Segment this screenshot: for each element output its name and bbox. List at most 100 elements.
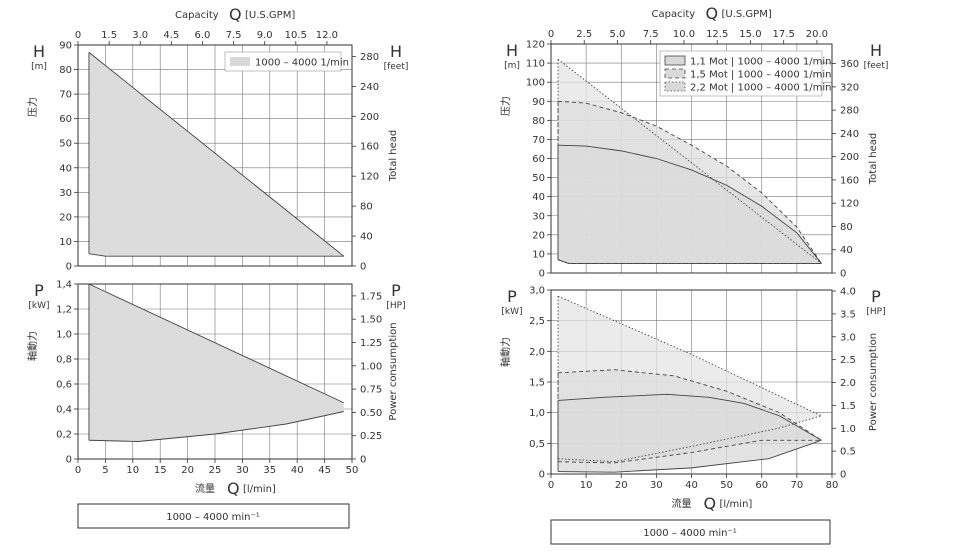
left-tick-label: 2,0 — [529, 347, 545, 358]
left-tick-label: 0 — [539, 269, 545, 280]
bottom-axis-unit: [l/min] — [720, 499, 753, 510]
right-tick-label: 160 — [840, 175, 859, 186]
chart-panel-right-power: 0 0,5 1,0 1,5 2,0 2,5 3,0 0 0.5 1.0 1.5 2.0 2.5 3.0 3.… — [499, 286, 886, 514]
left-speed-box — [77, 503, 350, 529]
left-axis-label: 压力 — [26, 97, 39, 117]
left-tick-label: 90 — [532, 97, 545, 108]
series-upper-line — [88, 52, 345, 257]
right-axis-symbol: H — [390, 42, 402, 61]
left-tick-label: 0,8 — [56, 355, 72, 366]
top-tick-label: 0 — [75, 30, 81, 41]
top-tick-label: 6.0 — [195, 30, 211, 41]
right-tick-label: 280 — [360, 52, 379, 63]
right-tick-label: 200 — [840, 152, 859, 163]
right-tick-label: 240 — [360, 82, 379, 93]
left-tick-label: 0,2 — [56, 430, 72, 441]
series-area — [558, 394, 822, 473]
top-axis-label: Capacity — [175, 10, 219, 21]
top-tick-label: 17.5 — [773, 29, 795, 40]
legend-box — [224, 51, 342, 72]
left-tick-label: 70 — [532, 135, 545, 146]
left-axis-label: 軸動力 — [499, 337, 512, 367]
right-axis-label: Total head — [388, 130, 399, 183]
legend-swatch — [230, 57, 250, 66]
left-tick-label: 30 — [59, 188, 72, 199]
left-axis-unit: [m] — [31, 62, 47, 72]
left-tick-label: 40 — [532, 192, 545, 203]
right-tick-label: 1.25 — [360, 338, 382, 349]
bottom-tick-label: 0 — [548, 480, 554, 491]
top-tick-label: 4.5 — [163, 30, 179, 41]
right-tick-label: 2.5 — [840, 355, 856, 366]
bottom-tick-label: 80 — [826, 480, 839, 491]
left-tick-label: 1,4 — [56, 280, 72, 291]
left-axis-label: 軸動力 — [26, 331, 39, 361]
bottom-tick-label: 20 — [181, 465, 194, 476]
left-tick-label: 120 — [526, 40, 545, 51]
bottom-tick-label: 50 — [346, 465, 359, 476]
right-tick-label: 120 — [840, 199, 859, 210]
right-tick-label: 0.75 — [360, 385, 382, 396]
right-tick-label: 0.25 — [360, 431, 382, 442]
right-tick-label: 40 — [840, 245, 853, 256]
bottom-tick-label: 45 — [318, 465, 331, 476]
series-upper-line — [558, 369, 822, 441]
top-axis-symbol: Q — [229, 5, 242, 24]
plot-frame — [77, 44, 353, 267]
right-tick-label: 0.5 — [840, 447, 856, 458]
top-tick-label: 9.0 — [257, 30, 273, 41]
right-tick-label: 2.0 — [840, 378, 856, 389]
right-axis-unit: [feet] — [864, 61, 889, 71]
bottom-axis-label: 流量 — [195, 482, 215, 495]
left-tick-label: 90 — [59, 41, 72, 52]
left-tick-label: 10 — [532, 249, 545, 260]
left-tick-label: 20 — [59, 212, 72, 223]
top-tick-label: 12.0 — [316, 30, 338, 41]
right-tick-label: 0.50 — [360, 408, 382, 419]
legend-swatch — [664, 81, 686, 92]
top-tick-label: 7.5 — [643, 29, 659, 40]
top-tick-label: 5.0 — [610, 29, 626, 40]
left-tick-label: 50 — [532, 173, 545, 184]
bottom-tick-label: 40 — [685, 480, 698, 491]
legend-swatch — [664, 68, 686, 79]
left-speed-label: 1000 – 4000 min⁻¹ — [166, 512, 260, 523]
right-tick-label: 1.00 — [360, 361, 382, 372]
right-speed-label: 1000 – 4000 min⁻¹ — [643, 528, 737, 539]
right-axis-symbol: P — [871, 287, 881, 306]
left-tick-label: 30 — [532, 211, 545, 222]
right-tick-label: 1.5 — [840, 401, 856, 412]
right-tick-label: 0 — [360, 455, 366, 466]
series-lower-line — [88, 411, 344, 442]
right-tick-label: 1.75 — [360, 291, 382, 302]
left-tick-label: 100 — [526, 78, 545, 89]
bottom-tick-label: 0 — [75, 465, 81, 476]
left-tick-label: 60 — [59, 114, 72, 125]
chart-panel-right-head: 0102030405060708090100110120040801201602… — [499, 4, 888, 280]
left-axis-symbol: P — [34, 281, 44, 300]
right-tick-label: 320 — [840, 82, 859, 93]
left-tick-label: 70 — [59, 90, 72, 101]
bottom-tick-label: 40 — [291, 465, 304, 476]
top-tick-label: 2.5 — [576, 29, 592, 40]
series-upper-line — [557, 58, 822, 264]
right-tick-label: 1.0 — [840, 424, 856, 435]
series-lower-line — [558, 415, 822, 463]
left-tick-label: 1,5 — [529, 378, 545, 389]
series-area — [558, 145, 822, 264]
top-tick-label: 0 — [548, 29, 554, 40]
right-tick-label: 4.0 — [840, 287, 856, 298]
right-tick-label: 3.0 — [840, 332, 856, 343]
right-tick-label: 0 — [840, 470, 846, 481]
right-tick-label: 80 — [840, 222, 853, 233]
left-tick-label: 0,5 — [529, 439, 545, 450]
top-tick-label: 7.5 — [226, 30, 242, 41]
legend-box — [659, 50, 823, 97]
top-tick-label: 1.5 — [101, 30, 117, 41]
left-axis-symbol: H — [33, 42, 45, 61]
chart-panel-left-power: 0 0,2 0,4 0,6 0,8 1,0 1,2 1,4 0 0.25 0.50 0.75 1.00 1… — [26, 280, 406, 499]
left-tick-label: 0,4 — [56, 405, 72, 416]
right-axis-label: Power consumption — [868, 333, 879, 431]
bottom-axis-unit: [l/min] — [243, 484, 276, 495]
top-axis-symbol: Q — [706, 4, 719, 23]
